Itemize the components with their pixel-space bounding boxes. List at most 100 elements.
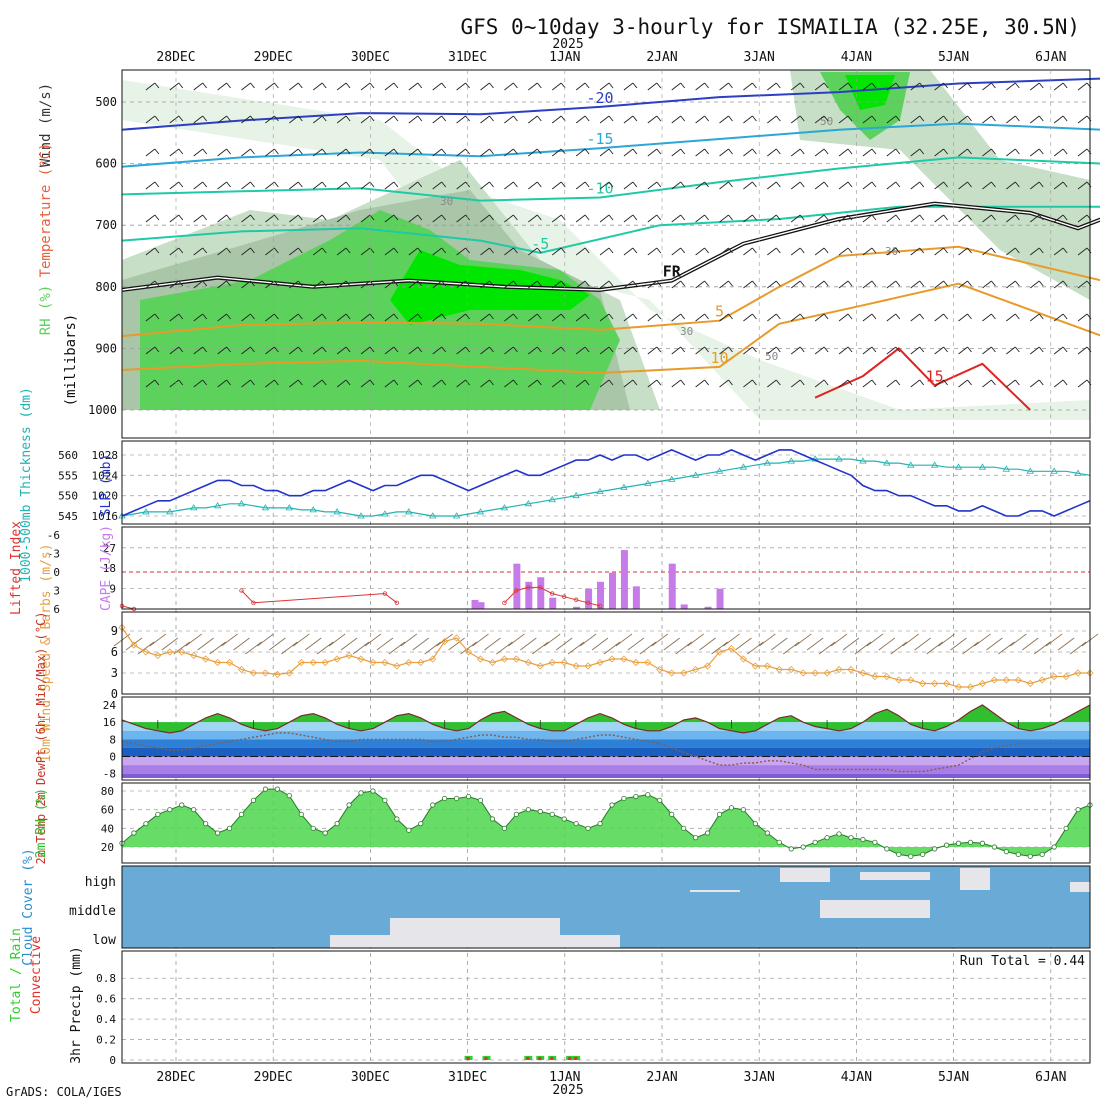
- wind-barb: [169, 115, 180, 124]
- wind10-barb: [1022, 637, 1039, 651]
- wind-barb-flag: [799, 115, 805, 122]
- wind-barb-flag: [178, 379, 184, 386]
- wind10-barb: [364, 633, 382, 647]
- wind-barb: [289, 82, 299, 91]
- wind10-point: [1050, 672, 1058, 681]
- wind-barb: [575, 280, 586, 289]
- rh2m-point: [418, 821, 424, 827]
- date-label-bottom: 6JAN: [1035, 1070, 1066, 1085]
- wind-barb-flag: [967, 313, 972, 320]
- cape-bar: [716, 588, 724, 609]
- wind-barb-flag: [752, 181, 757, 188]
- wind-barb-flag: [680, 82, 686, 89]
- wind-barb-flag: [513, 148, 518, 155]
- wind-barb: [575, 82, 586, 91]
- wind-barb: [982, 313, 992, 322]
- wind-barb: [193, 313, 203, 322]
- wind-barb: [360, 313, 371, 322]
- thickness-point: [859, 457, 867, 464]
- wind10-barb: [304, 637, 322, 651]
- wind-barb-flag: [560, 280, 566, 287]
- cape-bar: [680, 604, 688, 609]
- precip-tick-label: 0: [109, 1054, 116, 1067]
- wind10-point: [1062, 672, 1070, 681]
- rh2m-point: [645, 792, 651, 798]
- wind-barb: [910, 181, 921, 190]
- wind-barb-flag: [226, 379, 231, 386]
- temp-line: [121, 704, 1091, 734]
- wind-barb: [1006, 115, 1016, 124]
- wind-barb-flag: [847, 148, 853, 155]
- wind-barb-flag: [441, 346, 447, 353]
- wind10-point: [763, 662, 771, 670]
- wind-barb-flag: [345, 214, 351, 221]
- rh-shading: [140, 210, 620, 410]
- wind-barb: [790, 247, 801, 256]
- wind-barb: [336, 214, 347, 223]
- wind-barb-flag: [728, 148, 733, 155]
- wind-barb: [193, 181, 203, 190]
- wind-barb: [456, 115, 466, 124]
- wind-barb: [934, 214, 944, 223]
- wind-barb: [623, 379, 634, 388]
- rh2m-point: [262, 786, 269, 792]
- wind10-point: [871, 672, 879, 681]
- wind-barb-flag: [489, 346, 494, 353]
- li-point: [573, 597, 579, 602]
- wind-barb-flag: [656, 313, 662, 320]
- wind-barb-flag: [513, 346, 518, 353]
- wind10-point: [548, 658, 556, 667]
- date-label-top: 30DEC: [351, 50, 390, 65]
- wind10-point: [142, 648, 150, 656]
- wind-barb-flag: [871, 115, 877, 122]
- rh2m-point: [848, 835, 854, 841]
- wind10-point: [907, 676, 915, 684]
- wind-barb-flag: [728, 379, 733, 386]
- wind-barb-flag: [728, 214, 733, 221]
- wind-barb: [169, 181, 180, 190]
- wind-barb-flag: [991, 115, 996, 122]
- temp-tick-label: 16: [103, 716, 116, 729]
- wind-barb-flag: [799, 313, 805, 320]
- temp-band: [122, 756, 1090, 766]
- wind-barb-flag: [1062, 247, 1068, 254]
- wind-barb: [217, 379, 227, 388]
- wind10-point: [990, 676, 998, 684]
- wind-barb: [193, 82, 203, 91]
- wind-barb-flag: [154, 82, 160, 89]
- wind-barb-flag: [536, 346, 542, 353]
- thickness-tick-label: 560: [58, 449, 78, 462]
- wind-barb-flag: [823, 148, 829, 155]
- wind10-point: [500, 655, 508, 663]
- wind10-barb: [316, 641, 334, 655]
- thickness-tick-label: 555: [58, 469, 78, 482]
- wind10-point: [1026, 679, 1034, 688]
- rh2m-point: [967, 839, 974, 845]
- wind-barb-flag: [393, 181, 399, 188]
- wind-barb-flag: [1014, 148, 1020, 155]
- wind-barb-flag: [752, 346, 757, 353]
- run-total-label: Run Total = 0.44: [960, 954, 1085, 969]
- wind10-barb: [1045, 633, 1063, 647]
- wind-barb-flag: [393, 379, 399, 386]
- wind-barb: [169, 280, 180, 289]
- wind-barb-flag: [991, 181, 996, 188]
- cape-bar: [549, 597, 557, 609]
- wind-barb: [289, 280, 299, 289]
- isotherm-label: -15: [586, 130, 613, 148]
- wind-barb: [958, 181, 968, 190]
- thickness-point: [357, 512, 365, 519]
- wind-barb: [1053, 181, 1064, 190]
- wind-barb-flag: [656, 82, 662, 89]
- wind10-point: [417, 658, 425, 667]
- wind10-point: [190, 651, 198, 660]
- pressure-tick-label: 900: [95, 341, 117, 355]
- wind-barb: [886, 214, 897, 223]
- wind-barb: [145, 346, 156, 355]
- wind-barb: [456, 379, 466, 388]
- wind-barb-flag: [274, 214, 279, 221]
- wind-barb: [456, 214, 466, 223]
- rh2m-point: [370, 788, 376, 794]
- precip-tick-label: 0.2: [96, 1034, 116, 1047]
